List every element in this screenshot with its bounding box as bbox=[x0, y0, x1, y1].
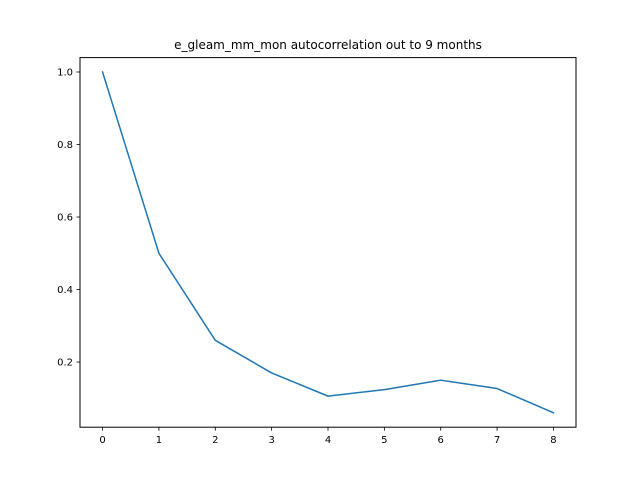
x-tick-label-0: 0 bbox=[99, 435, 105, 446]
x-tick-label-1: 1 bbox=[156, 435, 162, 446]
x-tick-label-6: 6 bbox=[438, 435, 444, 446]
x-tick-label-3: 3 bbox=[268, 435, 274, 446]
chart-title: e_gleam_mm_mon autocorrelation out to 9 … bbox=[174, 38, 482, 52]
y-tick-label-3: 0.8 bbox=[57, 140, 73, 151]
x-tick-label-8: 8 bbox=[550, 435, 556, 446]
x-tick-label-2: 2 bbox=[212, 435, 218, 446]
x-tick-label-5: 5 bbox=[381, 435, 387, 446]
y-tick-label-0: 0.2 bbox=[57, 358, 73, 369]
y-tick-label-1: 0.4 bbox=[57, 285, 73, 296]
y-tick-label-4: 1.0 bbox=[57, 68, 73, 79]
x-tick-label-7: 7 bbox=[494, 435, 500, 446]
x-tick-label-4: 4 bbox=[325, 435, 331, 446]
y-tick-label-2: 0.6 bbox=[57, 213, 73, 224]
